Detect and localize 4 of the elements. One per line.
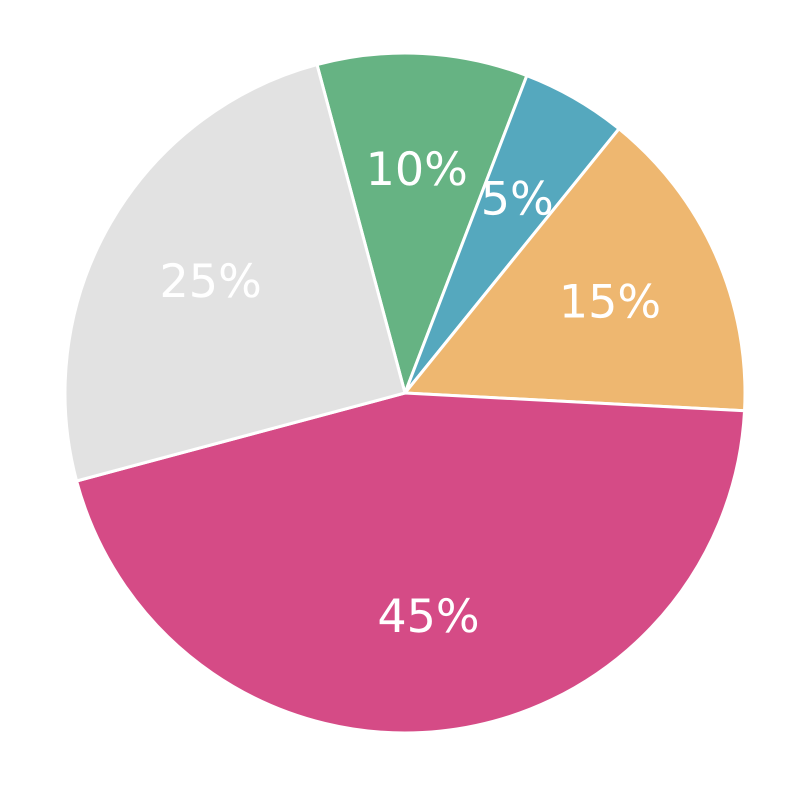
data-label: 5% [480, 172, 554, 226]
data-label: 10% [366, 142, 468, 196]
data-label: 45% [377, 589, 480, 644]
data-label: 15% [558, 274, 662, 329]
